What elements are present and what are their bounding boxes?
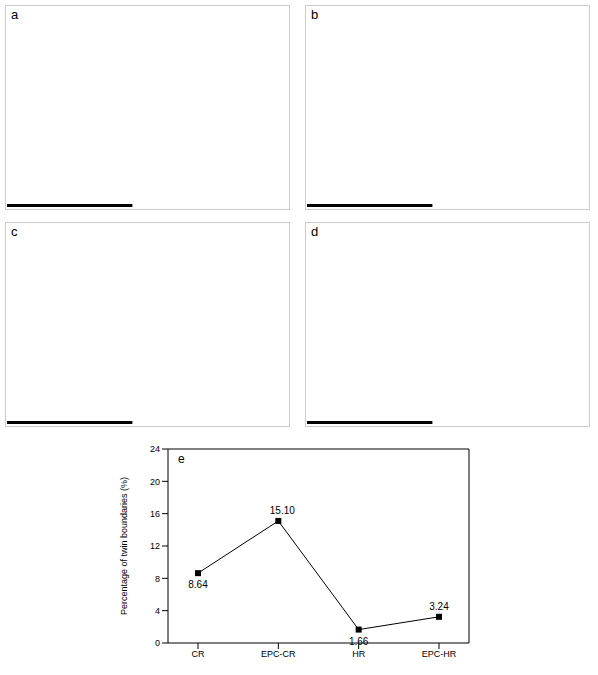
svg-text:20: 20 xyxy=(150,477,160,487)
svg-text:4: 4 xyxy=(155,606,160,616)
html-text:e: e xyxy=(178,452,185,466)
svg-text:15.10: 15.10 xyxy=(270,505,295,516)
svg-text:12: 12 xyxy=(150,541,160,551)
html-text:a: a xyxy=(11,7,19,22)
svg-text:1.66: 1.66 xyxy=(349,636,369,647)
svg-text:EPC-HR: EPC-HR xyxy=(422,649,457,659)
html-text:c: c xyxy=(11,224,18,239)
svg-text:EPC-CR: EPC-CR xyxy=(261,649,296,659)
svg-text:3.24: 3.24 xyxy=(429,601,449,612)
svg-text:CR: CR xyxy=(192,649,205,659)
svg-text:0: 0 xyxy=(155,638,160,648)
svg-text:24: 24 xyxy=(150,444,160,454)
html-text:d: d xyxy=(311,224,319,239)
svg-text:HR: HR xyxy=(352,649,365,659)
svg-text:8.64: 8.64 xyxy=(188,579,208,590)
svg-text:8: 8 xyxy=(155,574,160,584)
svg-text:Percentage of twin boundaries: Percentage of twin boundaries (%) xyxy=(119,477,129,615)
html-text:b: b xyxy=(311,7,319,22)
svg-text:16: 16 xyxy=(150,509,160,519)
